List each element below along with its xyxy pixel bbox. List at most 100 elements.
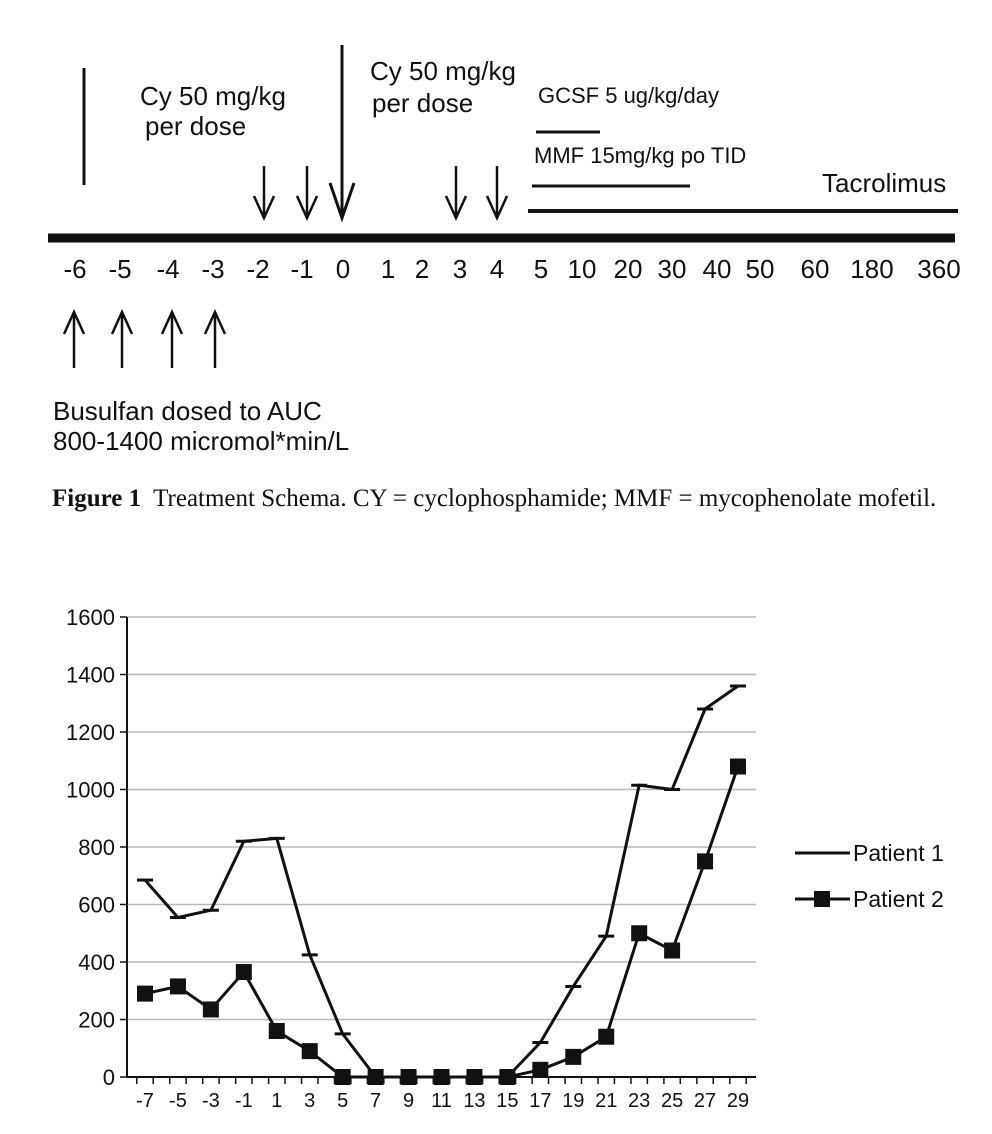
day-label: 2: [415, 254, 429, 284]
data-point-patient-2: [202, 1001, 219, 1018]
y-tick-label: 400: [78, 950, 115, 975]
y-tick-label: 1400: [66, 663, 115, 688]
legend-marker-patient-2: [814, 891, 830, 907]
series-line-patient-1: [143, 684, 739, 1079]
x-tick-label: 1: [271, 1090, 282, 1112]
y-tick-label: 0: [103, 1065, 115, 1090]
day-label: 30: [658, 254, 687, 284]
busulfan-label-line1: Busulfan dosed to AUC: [53, 396, 322, 426]
data-point-patient-2: [334, 1069, 351, 1085]
chart-series: [137, 684, 746, 1085]
y-tick-label: 1600: [66, 605, 115, 630]
x-tick-label: -3: [202, 1090, 220, 1112]
tacrolimus-label: Tacrolimus: [822, 168, 946, 198]
figure-caption: Figure 1 Treatment Schema. CY = cyclophos…: [52, 482, 977, 515]
x-tick-label: 29: [727, 1090, 749, 1112]
x-tick-label: 9: [403, 1090, 414, 1112]
day-label: -1: [290, 254, 313, 284]
data-point-patient-2: [301, 1043, 318, 1060]
x-tick-label: 23: [628, 1090, 650, 1112]
y-tick-label: 600: [78, 893, 115, 918]
busulfan-arrow-day-minus6: [62, 308, 86, 368]
day-label: 0: [336, 254, 350, 284]
data-point-patient-2: [169, 978, 186, 995]
cy-second-label-line2: per dose: [372, 88, 473, 118]
day-label: -6: [63, 254, 86, 284]
data-point-patient-2: [466, 1069, 483, 1085]
chart-legend: Patient 1 Patient 2: [795, 840, 944, 912]
day-label: -2: [246, 254, 269, 284]
x-tick-label: -7: [136, 1090, 154, 1112]
cy-arrow-day4: [485, 166, 509, 222]
day0-transplant-arrow: [328, 45, 356, 223]
y-tick-label: 1200: [66, 720, 115, 745]
cy-first-label-line1: Cy 50 mg/kg: [140, 81, 286, 111]
day-label: 40: [703, 254, 732, 284]
figure-label: Figure 1: [52, 485, 142, 512]
busulfan-arrow-day-minus3: [203, 308, 227, 368]
cy-arrow-day-minus2: [252, 166, 276, 222]
cy-first-label-line2: per dose: [145, 111, 246, 141]
data-point-patient-2: [137, 985, 153, 1002]
caption-text: Treatment Schema. CY = cyclophosphamide;…: [153, 485, 937, 512]
chart-axes: [126, 617, 756, 1084]
cy-arrow-day-minus1: [295, 166, 319, 222]
cy-second-label-line1: Cy 50 mg/kg: [370, 56, 516, 86]
chart-grid: [120, 616, 756, 1078]
x-tick-label: 21: [595, 1090, 617, 1112]
busulfan-label-line2: 800-1400 micromol*min/L: [53, 426, 349, 456]
day-label: 20: [614, 254, 643, 284]
x-tick-label: 27: [694, 1090, 716, 1112]
x-tick-label: 25: [661, 1090, 683, 1112]
day-label: 3: [453, 254, 467, 284]
x-tick-label: 5: [337, 1090, 348, 1112]
x-tick-label: 15: [496, 1090, 518, 1112]
y-tick-label: 800: [78, 835, 115, 860]
day-label: 360: [917, 254, 960, 284]
y-tick-label: 200: [78, 1008, 115, 1033]
day-labels: -6 -5 -4 -3 -2 -1 0 1 2 3 4 5 10 20 30 40 50 60 180 360: [63, 254, 960, 284]
y-tick-label: 1000: [66, 778, 115, 803]
x-tick-label: -5: [169, 1090, 187, 1112]
y-tick-labels: 0 200 400 600 800 1000 1200 1400 1600: [66, 605, 115, 1090]
day-label: 10: [568, 254, 597, 284]
data-point-patient-2: [532, 1061, 549, 1078]
data-point-patient-2: [565, 1048, 582, 1065]
x-tick-label: 7: [370, 1090, 381, 1112]
busulfan-dose-arrows: [62, 308, 227, 368]
data-point-patient-2: [433, 1069, 450, 1085]
legend-label-patient-1: Patient 1: [853, 840, 944, 866]
data-point-patient-2: [499, 1069, 516, 1085]
data-point-patient-2: [235, 964, 252, 981]
data-point-patient-2: [367, 1069, 384, 1085]
busulfan-arrow-day-minus5: [110, 308, 134, 368]
x-tick-label: 3: [304, 1090, 315, 1112]
x-tick-label: -1: [235, 1090, 253, 1112]
mmf-label: MMF 15mg/kg po TID: [534, 143, 746, 168]
day-label: -3: [201, 254, 224, 284]
day-label: 4: [490, 254, 504, 284]
day-label: -5: [108, 254, 131, 284]
data-point-patient-2: [730, 758, 746, 775]
x-tick-labels: -7 -5 -3 -1 1 3 5 7 9 11 13 15 17 19 21 23 25 27 29: [136, 1090, 749, 1112]
cy-dose-arrows: [252, 166, 509, 222]
gcsf-label: GCSF 5 ug/kg/day: [538, 83, 719, 108]
day-label: 60: [801, 254, 830, 284]
x-tick-label: 17: [529, 1090, 551, 1112]
series-line-patient-2: [144, 766, 740, 1079]
busulfan-arrow-day-minus4: [160, 308, 184, 368]
day-label: 50: [746, 254, 775, 284]
day-label: 180: [850, 254, 893, 284]
data-point-patient-2: [631, 925, 648, 942]
data-point-patient-2: [697, 853, 714, 870]
cy-arrow-day3: [444, 166, 468, 222]
data-point-patient-2: [664, 942, 681, 959]
treatment-schema: Cy 50 mg/kg per dose Cy 50 mg/kg per dos…: [48, 45, 961, 456]
day-label: 1: [381, 254, 395, 284]
day-label: -4: [156, 254, 179, 284]
x-tick-label: 19: [562, 1090, 584, 1112]
data-point-patient-2: [400, 1069, 417, 1085]
data-point-patient-2: [268, 1023, 285, 1039]
x-tick-label: 13: [463, 1090, 485, 1112]
day-label: 5: [534, 254, 548, 284]
